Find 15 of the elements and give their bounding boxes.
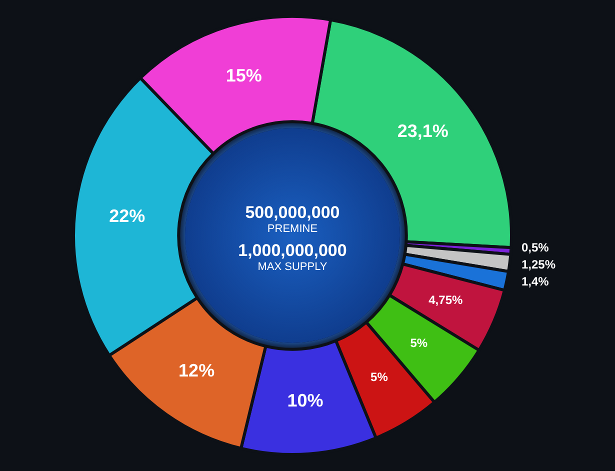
data-label: 4,75% bbox=[428, 292, 463, 307]
data-label: 1,4% bbox=[522, 274, 550, 288]
data-label: 5% bbox=[370, 370, 388, 384]
data-label: 1,25% bbox=[522, 257, 556, 272]
text: PREMINE bbox=[267, 223, 318, 236]
data-label: 15% bbox=[226, 65, 262, 86]
data-label: 22% bbox=[109, 206, 146, 226]
data-label: 0,5% bbox=[522, 240, 550, 254]
text: 500,000,000 bbox=[245, 203, 340, 224]
text: 1,000,000,000 bbox=[238, 241, 347, 262]
data-label: 10% bbox=[287, 390, 324, 410]
data-label: 5% bbox=[410, 336, 428, 350]
data-label: 23,1% bbox=[397, 121, 448, 142]
data-label: 12% bbox=[178, 360, 215, 380]
text: MAX SUPPLY bbox=[258, 261, 328, 274]
